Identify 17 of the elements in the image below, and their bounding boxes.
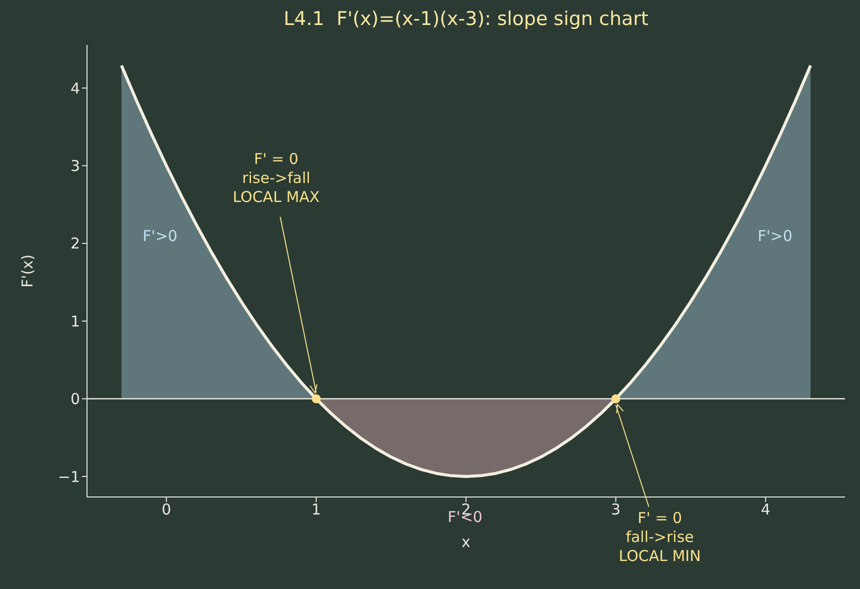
y-tick-label: 3 (70, 157, 80, 176)
x-axis-title: x (462, 533, 471, 551)
y-tick-label: 4 (70, 79, 80, 98)
y-tick-label: −1 (58, 468, 80, 486)
annotation: F'>0 (758, 227, 792, 245)
x-tick-label: 0 (162, 500, 172, 519)
x-tick-label: 4 (760, 500, 770, 519)
x-tick-label: 3 (611, 500, 621, 519)
y-tick-label: 0 (70, 390, 80, 408)
annotation: F' = 0 rise->fall LOCAL MAX (232, 150, 320, 206)
y-tick-label: 2 (70, 234, 80, 253)
annotation: F'>0 (142, 227, 178, 245)
chart-title: L4.1 F'(x)=(x-1)(x-3): slope sign chart (282, 8, 650, 30)
x-tick-label: 1 (311, 500, 321, 519)
y-axis-title: F'(x) (18, 254, 36, 288)
annotation: F' = 0 fall->rise LOCAL MIN (618, 508, 701, 565)
y-tick-label: 1 (70, 312, 80, 330)
